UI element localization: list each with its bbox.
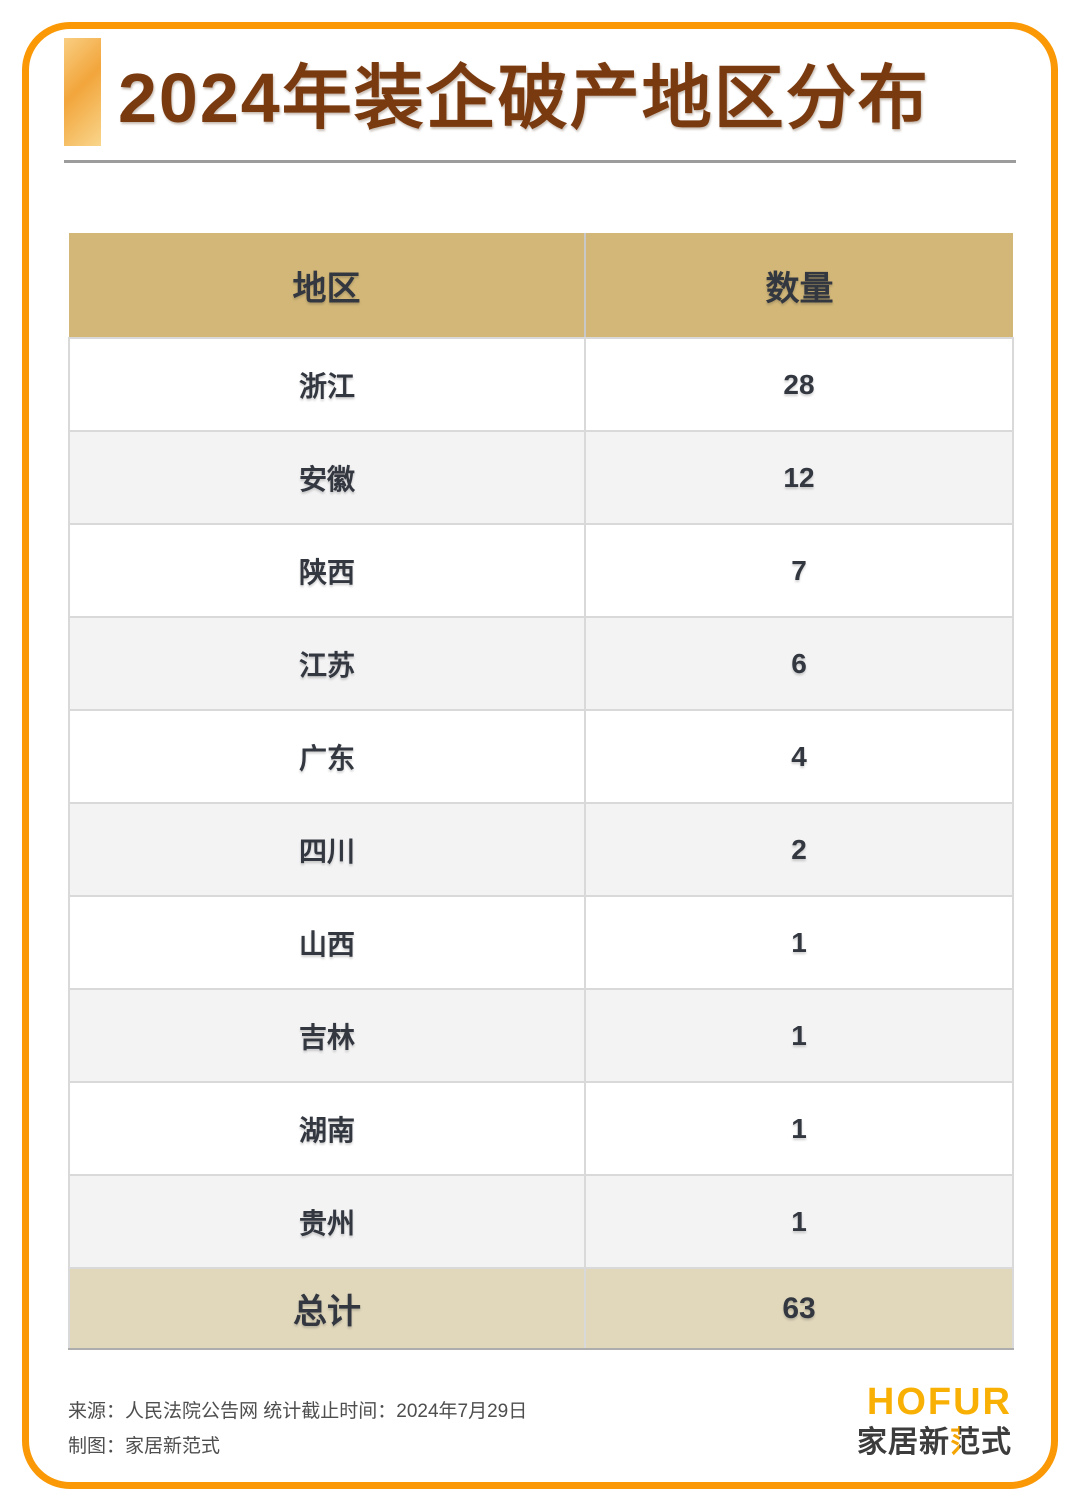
region-cell: 广东 [68,709,586,804]
count-cell: 2 [584,802,1014,897]
table-row: 四川 2 [68,802,1014,897]
title-divider [64,160,1016,163]
brand-sub-suffix: 式 [981,1425,1012,1459]
region-distribution-table: 地区 数量 浙江 28 安徽 12 陕西 7 江苏 6 广东 4 四川 2 山西 [68,233,1014,1350]
count-cell: 7 [584,523,1014,618]
region-cell: 江苏 [68,616,586,711]
region-cell: 吉林 [68,988,586,1083]
credit-line: 制图：家居新范式 [68,1436,221,1457]
table-row: 浙江 28 [68,337,1014,432]
table-row: 广东 4 [68,709,1014,804]
total-label-cell: 总计 [68,1267,586,1350]
table-row: 江苏 6 [68,616,1014,711]
footer-notes: 来源：人民法院公告网 统计截止时间：2024年7月29日 制图：家居新范式 [68,1394,527,1464]
brand-sub-accent: 范 [950,1425,981,1459]
region-cell: 四川 [68,802,586,897]
column-header-region: 地区 [69,233,585,339]
table-row: 贵州 1 [68,1174,1014,1269]
count-cell: 6 [584,616,1014,711]
region-cell: 陕西 [68,523,586,618]
table-row: 湖南 1 [68,1081,1014,1176]
count-cell: 4 [584,709,1014,804]
brand-logo-subtext: 家居新范式 [857,1427,1012,1459]
count-cell: 1 [584,988,1014,1083]
count-cell: 1 [584,1174,1014,1269]
page-title: 2024年装企破产地区分布 [118,58,930,137]
table-row: 山西 1 [68,895,1014,990]
count-cell: 28 [584,337,1014,432]
count-cell: 12 [584,430,1014,525]
brand-sub-prefix: 家居新 [857,1425,950,1459]
total-value-cell: 63 [584,1267,1014,1350]
column-header-count: 数量 [584,233,1013,339]
source-line: 来源：人民法院公告网 统计截止时间：2024年7月29日 [68,1401,528,1422]
region-cell: 浙江 [68,337,586,432]
brand-logo: HOFUR 家居新范式 [857,1381,1012,1459]
title-accent-bar [64,38,101,146]
count-cell: 1 [584,895,1014,990]
table-header-row: 地区 数量 [69,233,1013,339]
region-cell: 山西 [68,895,586,990]
table-total-row: 总计 63 [68,1267,1014,1350]
region-cell: 湖南 [68,1081,586,1176]
count-cell: 1 [584,1081,1014,1176]
region-cell: 安徽 [68,430,586,525]
table-row: 陕西 7 [68,523,1014,618]
brand-logo-wordmark: HOFUR [866,1381,1012,1423]
region-cell: 贵州 [68,1174,586,1269]
table-row: 安徽 12 [68,430,1014,525]
table-row: 吉林 1 [68,988,1014,1083]
